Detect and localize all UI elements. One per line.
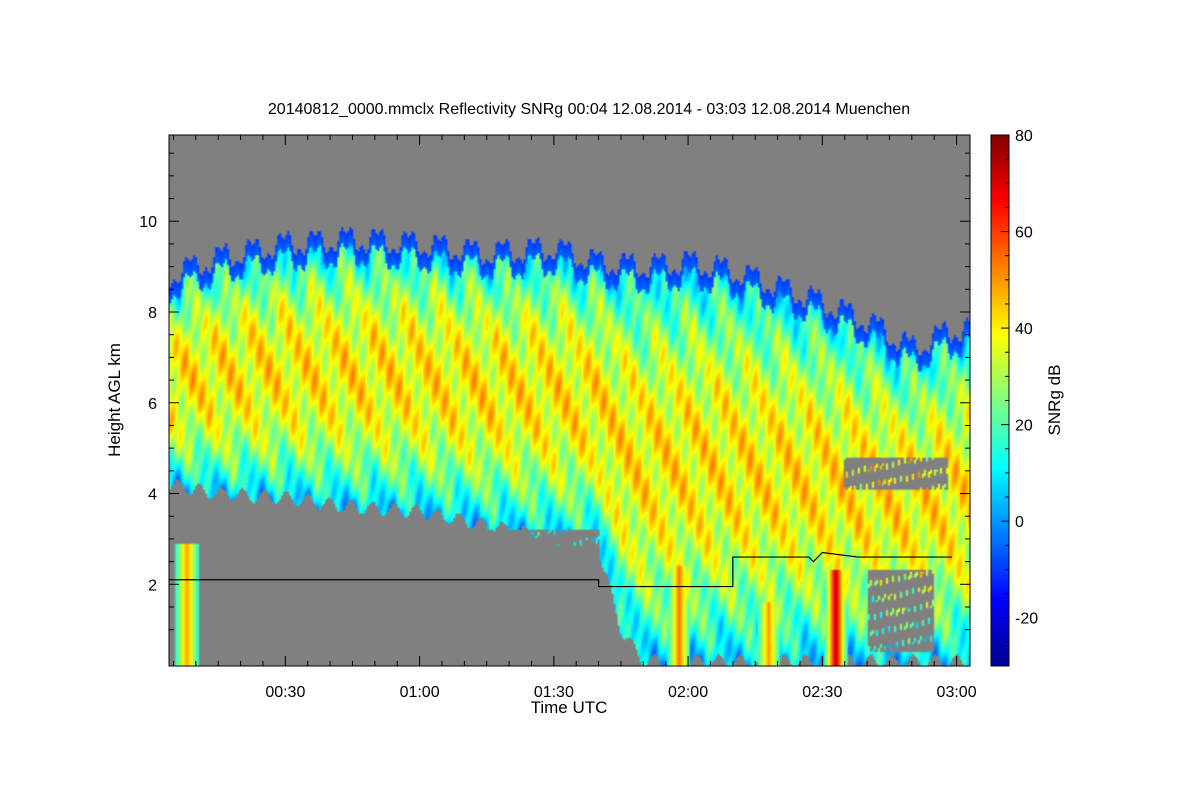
- x-axis-label: Time UTC: [531, 698, 608, 717]
- x-tick-label: 01:00: [400, 684, 440, 701]
- overlay-line: [169, 551, 953, 588]
- y-axis: 2 4 6 8 10: [139, 152, 970, 631]
- y-tick-label: 2: [148, 577, 157, 594]
- colorbar-tick-label: 20: [1015, 418, 1033, 435]
- colorbar-tick-label: 60: [1015, 225, 1033, 242]
- x-tick-label: 00:30: [265, 684, 305, 701]
- colorbar-tick-label: 40: [1015, 321, 1033, 338]
- x-axis: 00:30 01:00 01:30 02:00 02:30 03:00: [172, 135, 977, 701]
- y-tick-label: 8: [148, 305, 157, 322]
- x-tick-label: 01:30: [534, 684, 574, 701]
- colorbar-tick-label: -20: [1015, 611, 1038, 628]
- y-tick-label: 10: [139, 214, 157, 231]
- plot-frame: [168, 134, 971, 667]
- x-tick-label: 02:00: [668, 684, 708, 701]
- x-tick-label: 02:30: [802, 684, 842, 701]
- y-axis-label: Height AGL km: [105, 343, 124, 457]
- colorbar-tick-label: 0: [1015, 514, 1024, 531]
- y-tick-label: 6: [148, 396, 157, 413]
- colorbar-label: SNRg dB: [1045, 365, 1064, 436]
- y-tick-label: 4: [148, 487, 157, 504]
- x-tick-label: 03:00: [937, 684, 977, 701]
- colorbar-axis: -20 0 20 40 60 80: [1001, 128, 1038, 643]
- colorbar-tick-label: 80: [1015, 128, 1033, 145]
- chart-title: 20140812_0000.mmclx Reflectivity SNRg 00…: [268, 101, 910, 118]
- reflectivity-field: [169, 135, 970, 666]
